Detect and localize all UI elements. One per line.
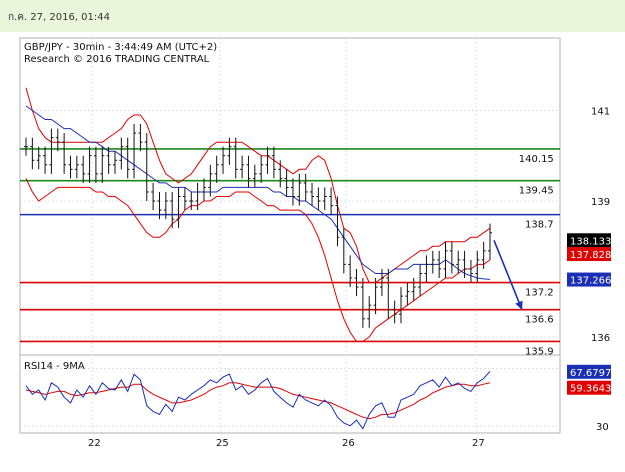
x-tick-label: 22: [88, 438, 101, 449]
forecast-arrowhead: [515, 300, 523, 310]
level-label: 138.7: [525, 220, 554, 231]
rsi-ma-badge: 59.3643: [570, 384, 611, 395]
rsi-value-badge-bg: [567, 364, 611, 379]
rsi-tick-label: 30: [596, 422, 609, 433]
rsi-line: [25, 370, 491, 430]
x-tick-label: 26: [342, 438, 355, 449]
level-label: 137.2: [525, 288, 554, 299]
chart-title: GBP/JPY - 30min - 3:44:49 AM (UTC+2): [24, 42, 217, 53]
x-tick-label: 25: [216, 438, 229, 449]
chart-subtitle: Research © 2016 TRADING CENTRAL: [24, 54, 210, 65]
upper-band-badge-bg: [567, 247, 611, 262]
rsi-series: [25, 370, 491, 430]
price-badges: 138.133 137.828 137.266 67.6797 59.3643: [567, 233, 611, 395]
moving-average-badge-bg: [567, 272, 611, 287]
bollinger-lower: [25, 178, 491, 342]
x-tick-label: 27: [472, 438, 485, 449]
upper-band-badge: 137.828: [570, 250, 611, 261]
rsi-value-badge: 67.6797: [570, 368, 611, 379]
forecast-arrow: [493, 239, 523, 311]
last-price-badge-bg: [567, 233, 611, 248]
rsi-ma-line: [25, 382, 491, 420]
price-series: [24, 87, 523, 342]
rsi-ma-badge-bg: [567, 380, 611, 395]
y-tick-label: 136: [591, 333, 610, 344]
last-price-badge: 138.133: [570, 236, 611, 247]
support-resistance-levels: 140.15 139.45 138.7 137.2 136.6 135.9: [20, 148, 560, 357]
timestamp: ก.ค. 27, 2016, 01:44: [8, 12, 110, 23]
moving-average: [25, 105, 491, 280]
grid: 222526271411391367030: [20, 38, 610, 449]
y-tick-label: 139: [591, 197, 610, 208]
level-label: 139.45: [519, 186, 554, 197]
timestamp-bar: ก.ค. 27, 2016, 01:44: [0, 0, 625, 32]
level-label: 135.9: [525, 346, 554, 357]
moving-average-badge: 137.266: [570, 276, 611, 287]
bollinger-upper: [25, 87, 491, 283]
rsi-label: RSI14 - 9MA: [24, 361, 85, 372]
level-label: 136.6: [525, 315, 554, 326]
level-label: 140.15: [519, 154, 554, 165]
y-tick-label: 141: [591, 106, 610, 117]
